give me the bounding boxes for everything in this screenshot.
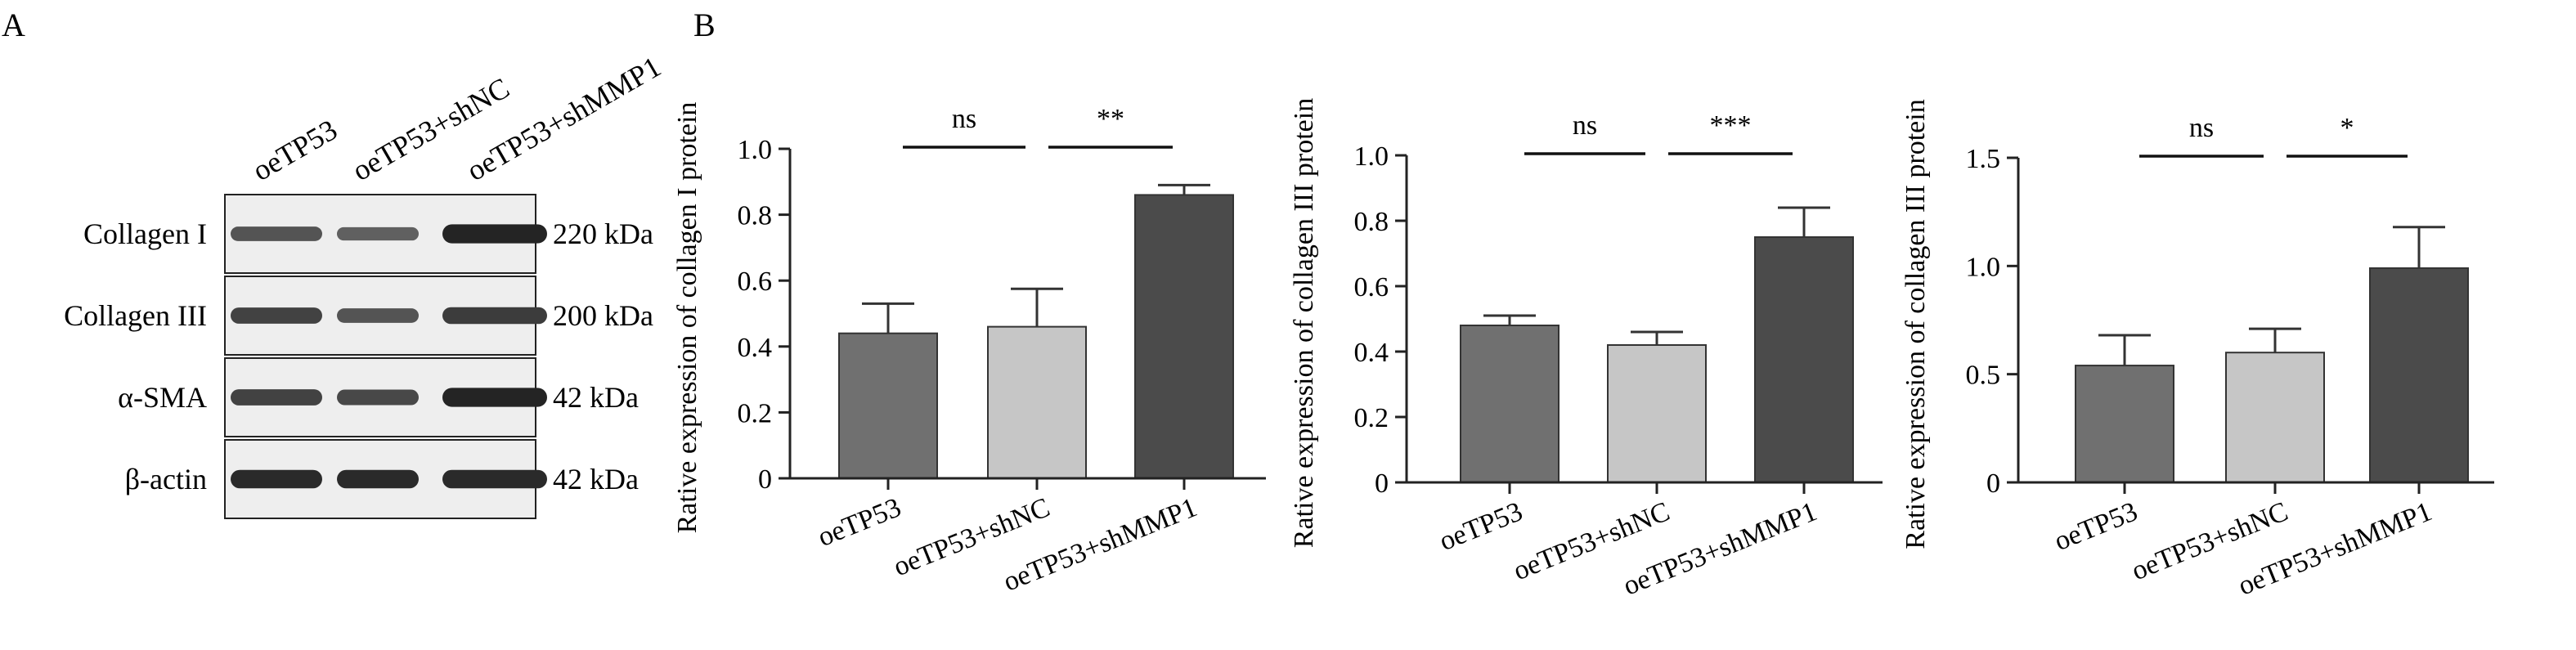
bar xyxy=(2075,365,2174,483)
blot-size-label: 220 kDa xyxy=(553,217,653,250)
bar xyxy=(1460,325,1560,483)
chart-collagen-iii: Rative expression of collagen III protei… xyxy=(1289,98,1883,602)
chart-collagen-iii-second: Rative expression of collagen III protei… xyxy=(1901,99,2494,602)
y-tick-label: 0.2 xyxy=(738,398,773,428)
bar xyxy=(1607,344,1707,483)
y-tick-label: 0.6 xyxy=(1354,272,1389,303)
x-tick-label: oeTP53 xyxy=(814,492,905,553)
blot-band xyxy=(337,226,419,241)
lane-label: oeTP53 xyxy=(247,113,343,187)
y-axis-label: Rative expression of collagen III protei… xyxy=(1289,98,1319,548)
x-tick-label: oeTP53 xyxy=(2050,496,2142,557)
y-axis-label: Rative expression of collagen III protei… xyxy=(1901,99,1931,549)
y-tick-label: 0.4 xyxy=(738,333,773,363)
significance-label: * xyxy=(2340,113,2354,143)
y-tick-label: 0 xyxy=(1986,468,2000,499)
blot-band xyxy=(442,388,547,407)
blot-size-label: 42 kDa xyxy=(553,381,639,414)
blot-band xyxy=(231,469,322,489)
y-axis-label: Rative expression of collagen I protein xyxy=(672,102,702,534)
y-tick-label: 0.6 xyxy=(738,267,773,297)
bar xyxy=(1134,194,1234,479)
blot-band xyxy=(231,389,322,406)
significance-label: *** xyxy=(1710,110,1752,141)
blot-protein-label: Collagen I xyxy=(83,217,207,250)
y-tick-label: 0.8 xyxy=(738,201,773,231)
lane-label: oeTP53+shMMP1 xyxy=(461,50,666,187)
y-tick-label: 0 xyxy=(1375,468,1389,499)
bar xyxy=(2225,352,2325,484)
blot-band xyxy=(337,389,419,406)
panel-a-label: A xyxy=(2,7,25,43)
y-tick-label: 0.8 xyxy=(1354,207,1389,237)
y-tick-label: 0.5 xyxy=(1966,361,2001,391)
blot-band xyxy=(337,469,419,489)
blot-band xyxy=(231,226,322,241)
blot-band xyxy=(337,308,419,323)
blot-band xyxy=(442,307,547,325)
bar xyxy=(1754,236,1854,483)
y-tick-label: 0 xyxy=(758,464,772,495)
blot-band xyxy=(231,307,322,324)
blot-size-label: 42 kDa xyxy=(553,463,639,495)
panel-b-label: B xyxy=(693,7,716,43)
significance-label: ** xyxy=(1097,104,1124,134)
significance-label: ns xyxy=(1573,110,1597,141)
y-tick-label: 1.5 xyxy=(1966,144,2001,174)
x-tick-label: oeTP53 xyxy=(1435,496,1527,557)
bar xyxy=(838,332,938,479)
blot-band xyxy=(442,469,547,489)
significance-label: ns xyxy=(952,104,976,134)
bar xyxy=(2369,267,2469,483)
y-tick-label: 0.2 xyxy=(1354,403,1389,433)
y-tick-label: 0.4 xyxy=(1354,338,1389,368)
significance-label: ns xyxy=(2189,113,2214,143)
chart-collagen-i: Rative expression of collagen I protein 0… xyxy=(672,102,1266,598)
y-tick-label: 1.0 xyxy=(1966,252,2001,282)
blot-protein-label: β-actin xyxy=(125,463,207,495)
y-tick-label: 1.0 xyxy=(738,135,773,165)
blot-protein-label: α-SMA xyxy=(118,381,207,414)
y-tick-label: 1.0 xyxy=(1354,141,1389,172)
blot-protein-label: Collagen III xyxy=(64,299,207,332)
bar xyxy=(987,325,1087,479)
blot-size-label: 200 kDa xyxy=(553,299,653,332)
blot-band xyxy=(442,224,547,244)
